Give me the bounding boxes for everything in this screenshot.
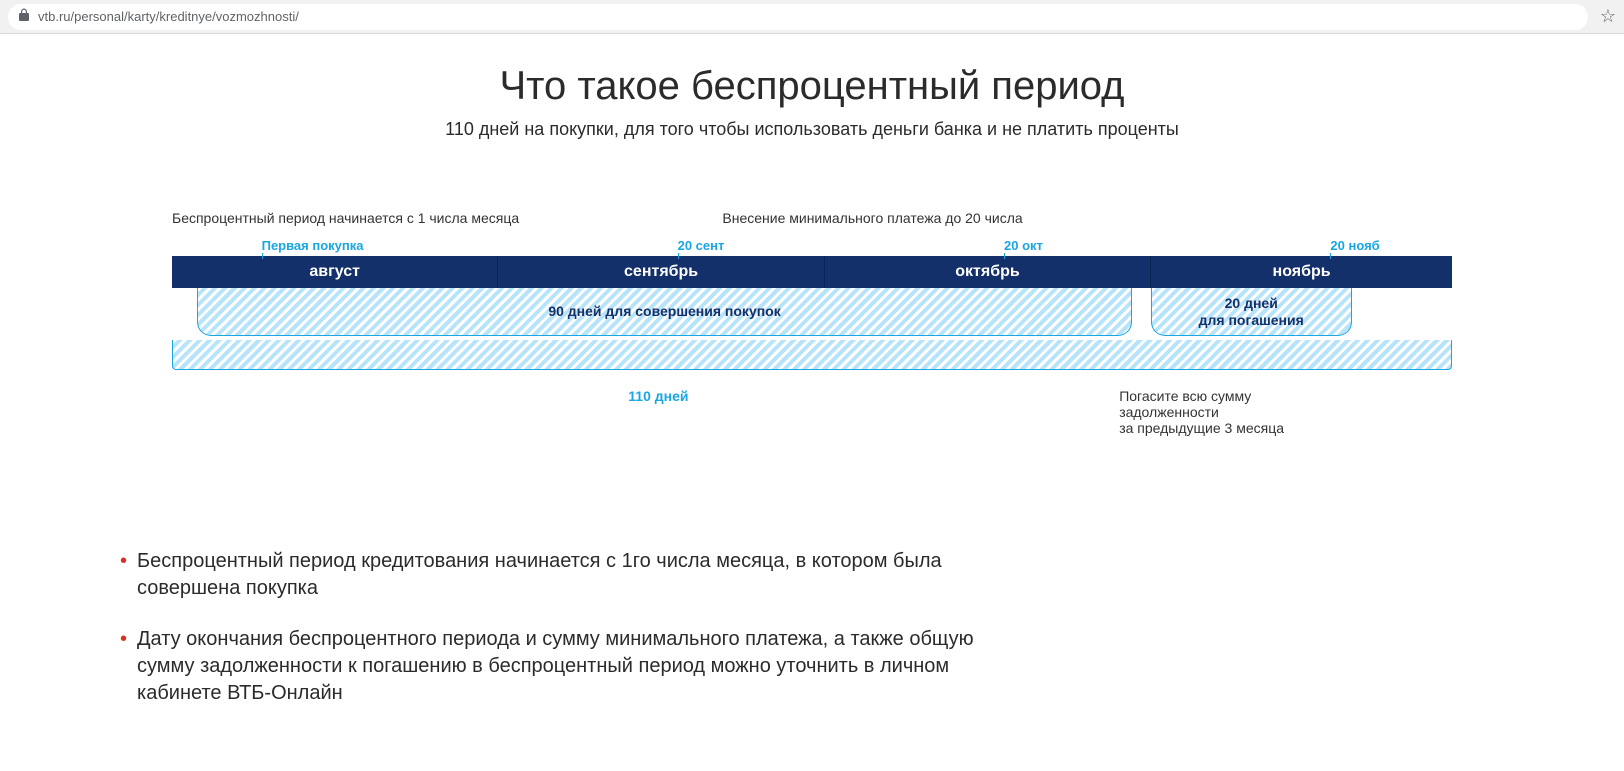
month-cell: ноябрь (1151, 256, 1452, 288)
marker-20-nov: 20 нояб (1330, 238, 1379, 253)
page-title: Что такое беспроцентный период (0, 64, 1624, 109)
markers-row: Первая покупка 20 сент 20 окт 20 нояб (172, 238, 1452, 256)
months-bar: августсентябрьоктябрьноябрь (172, 256, 1452, 288)
top-label-start: Беспроцентный период начинается с 1 числ… (172, 210, 722, 226)
diagram-bottom-row: 110 дней Погасите всю сумму задолженност… (172, 388, 1452, 448)
grace-period-diagram: Беспроцентный период начинается с 1 числ… (172, 210, 1452, 448)
bullet-item: •Беспроцентный период кредитования начин… (120, 548, 1020, 602)
bullet-text: Дату окончания беспроцентного периода и … (137, 626, 1020, 707)
bullet-text: Беспроцентный период кредитования начина… (137, 548, 1020, 602)
top-label-minpay: Внесение минимального платежа до 20 числ… (722, 210, 1452, 226)
segments-row: 90 дней для совершения покупок 20 днейдля… (172, 288, 1452, 336)
segment-90-days: 90 дней для совершения покупок (197, 288, 1132, 336)
label-110-days: 110 дней (628, 388, 688, 404)
marker-20-sep: 20 сент (678, 238, 725, 253)
repay-note: Погасите всю сумму задолженности за пред… (1119, 388, 1284, 436)
bullet-item: •Дату окончания беспроцентного периода и… (120, 626, 1020, 707)
browser-address-bar: vtb.ru/personal/karty/kreditnye/vozmozhn… (0, 0, 1624, 34)
page-content: Что такое беспроцентный период 110 дней … (0, 34, 1624, 771)
marker-20-oct: 20 окт (1004, 238, 1043, 253)
bullet-dot-icon: • (120, 626, 127, 707)
total-110-bar (172, 340, 1452, 370)
month-cell: октябрь (825, 256, 1151, 288)
bookmark-star-icon[interactable]: ☆ (1600, 6, 1616, 27)
url-box[interactable]: vtb.ru/personal/karty/kreditnye/vozmozhn… (8, 4, 1588, 30)
diagram-top-labels: Беспроцентный период начинается с 1 числ… (172, 210, 1452, 226)
bullet-dot-icon: • (120, 548, 127, 602)
bullet-list: •Беспроцентный период кредитования начин… (120, 548, 1020, 707)
page-subtitle: 110 дней на покупки, для того чтобы испо… (0, 119, 1624, 140)
month-cell: август (172, 256, 498, 288)
month-cell: сентябрь (498, 256, 824, 288)
segment-20-days: 20 днейдля погашения (1151, 288, 1352, 336)
url-text: vtb.ru/personal/karty/kreditnye/vozmozhn… (38, 9, 299, 24)
marker-first-purchase: Первая покупка (262, 238, 364, 253)
lock-icon (18, 8, 30, 25)
